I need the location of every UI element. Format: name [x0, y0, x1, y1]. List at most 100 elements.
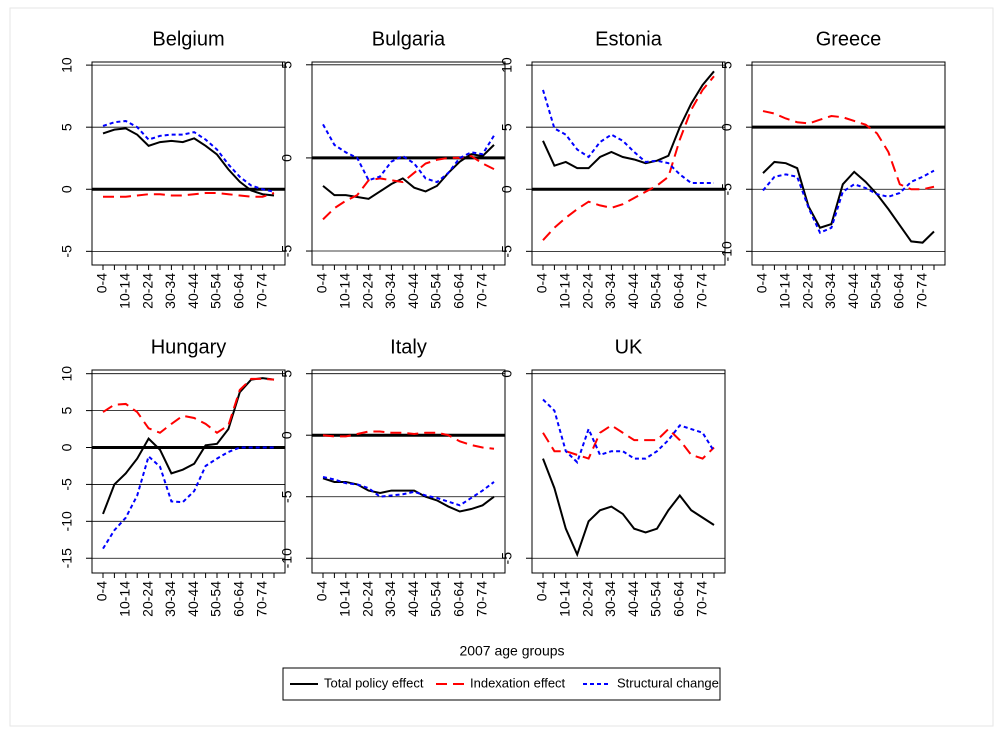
x-tick-label: 30-34: [822, 273, 838, 309]
x-tick-label: 20-24: [359, 581, 375, 617]
x-tick-label: 10-14: [557, 581, 573, 617]
y-tick-label: -5: [59, 245, 75, 258]
x-tick-label: 70-74: [913, 273, 929, 309]
series-line: [542, 75, 715, 241]
x-tick-label: 60-64: [231, 273, 247, 309]
panel-title: Italy: [390, 336, 427, 358]
x-tick-label: 0-4: [534, 581, 550, 601]
x-tick-label: 50-54: [648, 273, 664, 309]
x-tick-label: 60-64: [451, 273, 467, 309]
legend-label: Indexation effect: [470, 675, 566, 690]
x-tick-label: 50-54: [648, 581, 664, 617]
x-tick-label: 60-64: [451, 581, 467, 617]
panel-title: Hungary: [151, 336, 227, 358]
y-tick-label: 0: [59, 185, 75, 193]
x-tick-label: 40-44: [625, 581, 641, 617]
legend-box: [282, 667, 721, 701]
series-line: [102, 119, 275, 193]
plot-area: [311, 61, 506, 266]
y-tick-label: -5: [719, 183, 735, 196]
x-tick-label: 30-34: [602, 273, 618, 309]
series-line: [102, 377, 275, 434]
x-tick-label: 70-74: [253, 581, 269, 617]
x-tick-label: 10-14: [777, 273, 793, 309]
y-tick-label: 5: [59, 406, 75, 414]
y-tick-label: 0: [279, 154, 295, 162]
y-tick-label: 10: [59, 57, 75, 73]
series-line: [102, 127, 275, 197]
x-tick-label: 20-24: [579, 581, 595, 617]
panel-title: UK: [615, 336, 643, 358]
series-line: [322, 155, 495, 221]
y-tick-label: 5: [499, 123, 515, 131]
x-tick-label: 0-4: [94, 581, 110, 601]
x-tick-label: 60-64: [231, 581, 247, 617]
series-line: [542, 458, 715, 558]
x-tick-label: 40-44: [185, 273, 201, 309]
x-tick-label: 50-54: [428, 273, 444, 309]
x-tick-label: 70-74: [693, 581, 709, 617]
x-tick-label: 10-14: [337, 273, 353, 309]
x-tick-label: 20-24: [139, 273, 155, 309]
x-tick-label: 40-44: [625, 273, 641, 309]
x-tick-label: 0-4: [754, 273, 770, 293]
x-tick-label: 20-24: [799, 273, 815, 309]
y-tick-label: -5: [499, 552, 515, 565]
x-tick-label: 70-74: [473, 581, 489, 617]
y-tick-label: -15: [59, 548, 75, 568]
x-tick-label: 50-54: [208, 581, 224, 617]
y-tick-label: 0: [499, 370, 515, 378]
plot-area: [91, 369, 286, 574]
series-line: [762, 169, 935, 235]
x-tick-label: 60-64: [891, 273, 907, 309]
series-line: [762, 110, 935, 191]
x-tick-label: 40-44: [845, 273, 861, 309]
y-tick-label: 0: [719, 123, 735, 131]
y-tick-label: -5: [499, 245, 515, 258]
x-tick-label: 30-34: [382, 273, 398, 309]
x-tick-label: 70-74: [473, 273, 489, 309]
x-tick-label: 30-34: [382, 581, 398, 617]
series-line: [322, 430, 495, 450]
y-tick-label: -5: [279, 490, 295, 503]
x-tick-label: 20-24: [359, 273, 375, 309]
plot-area: [91, 61, 286, 266]
x-tick-label: 60-64: [671, 581, 687, 617]
x-tick-label: 0-4: [534, 273, 550, 293]
series-line: [102, 446, 274, 550]
plot-area: [531, 369, 726, 574]
y-tick-label: 5: [719, 61, 735, 69]
x-tick-label: 70-74: [693, 273, 709, 309]
x-tick-label: 40-44: [405, 581, 421, 617]
x-tick-label: 10-14: [337, 581, 353, 617]
x-tick-label: 10-14: [117, 581, 133, 617]
x-tick-label: 60-64: [671, 273, 687, 309]
panel-title: Bulgaria: [372, 28, 446, 50]
x-tick-label: 50-54: [428, 581, 444, 617]
y-tick-label: 10: [59, 366, 75, 382]
y-tick-label: 5: [279, 61, 295, 69]
x-tick-label: 0-4: [314, 581, 330, 601]
series-line: [102, 377, 275, 515]
x-tick-label: 50-54: [868, 273, 884, 309]
y-tick-label: 0: [59, 443, 75, 451]
x-tick-label: 30-34: [602, 581, 618, 617]
y-tick-label: 0: [499, 185, 515, 193]
x-tick-label: 40-44: [185, 581, 201, 617]
plot-area: [311, 369, 506, 574]
y-tick-label: 5: [59, 123, 75, 131]
y-tick-label: 0: [279, 431, 295, 439]
series-line: [542, 398, 715, 465]
series-line: [762, 160, 935, 244]
y-tick-label: -10: [719, 241, 735, 261]
x-tick-label: 20-24: [579, 273, 595, 309]
x-tick-label: 0-4: [314, 273, 330, 293]
x-tick-label: 30-34: [162, 581, 178, 617]
series-line: [322, 123, 495, 184]
y-tick-label: 10: [499, 57, 515, 73]
y-tick-label: -5: [59, 478, 75, 491]
x-tick-label: 0-4: [94, 273, 110, 293]
x-tick-label: 10-14: [117, 273, 133, 309]
y-tick-label: -5: [279, 245, 295, 258]
